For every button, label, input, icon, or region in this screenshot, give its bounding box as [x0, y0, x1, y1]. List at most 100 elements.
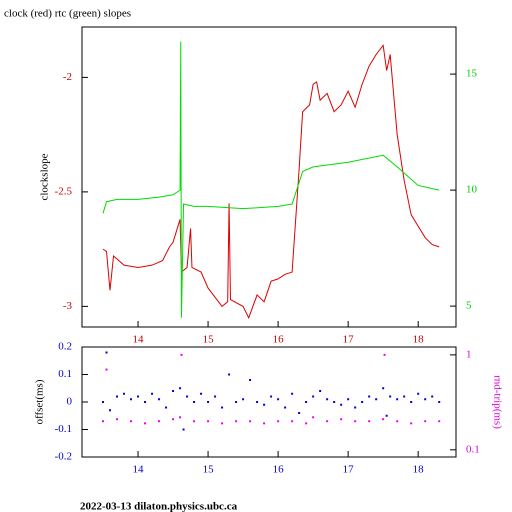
- y-tick-label: 0.2: [58, 341, 72, 353]
- scatter-point: [361, 401, 364, 403]
- scatter-point: [340, 418, 343, 421]
- y-tick-label: -2: [63, 71, 72, 83]
- scatter-point: [193, 401, 196, 403]
- scatter-point: [354, 420, 357, 423]
- scatter-point: [385, 414, 388, 417]
- scatter-point: [382, 387, 385, 390]
- x-tick-label: 16: [273, 334, 285, 346]
- scatter-point: [263, 403, 266, 406]
- scatter-point: [291, 392, 294, 395]
- scatter-point: [403, 395, 406, 398]
- x-tick-label: 15: [203, 464, 215, 476]
- scatter-point: [235, 420, 238, 423]
- scatter-point: [249, 379, 252, 381]
- y2-tick-label: 1: [466, 348, 472, 360]
- scatter-point: [116, 395, 119, 398]
- scatter-point: [396, 398, 399, 401]
- scatter-point: [235, 401, 238, 403]
- x-tick-label: 18: [413, 334, 425, 346]
- scatter-point: [116, 418, 119, 421]
- scatter-point: [431, 395, 434, 398]
- scatter-point: [186, 395, 189, 398]
- scatter-point: [228, 373, 231, 376]
- scatter-point: [207, 420, 210, 423]
- y-axis-label: offset(ms): [34, 379, 46, 424]
- scatter-point: [102, 420, 105, 423]
- y-tick-label: -0.1: [55, 423, 72, 435]
- line-series: [102, 44, 440, 320]
- scatter-point: [179, 416, 182, 419]
- scatter-point: [368, 395, 371, 398]
- x-tick-label: 15: [203, 334, 215, 346]
- scatter-point: [347, 398, 350, 401]
- x-tick-label: 18: [413, 464, 425, 476]
- y2-axis-label: rnd-trip(ms): [491, 375, 503, 429]
- scatter-point: [340, 403, 343, 406]
- scatter-point: [326, 398, 329, 401]
- scatter-point: [144, 401, 147, 403]
- scatter-point: [354, 406, 357, 409]
- plot-frame: [81, 26, 457, 328]
- x-tick-label: 17: [343, 334, 355, 346]
- y2-tick-label: 15: [466, 68, 478, 80]
- scatter-point: [291, 420, 294, 423]
- y-tick-label: -3: [63, 300, 73, 312]
- scatter-point: [179, 387, 182, 390]
- plot-frame: [81, 346, 457, 458]
- y2-tick-label: 5: [466, 300, 472, 312]
- x-tick-label: 16: [273, 464, 285, 476]
- scatter-point: [277, 420, 280, 423]
- x-tick-label: 14: [133, 464, 145, 476]
- chart-title: clock (red) rtc (green) slopes: [4, 8, 131, 20]
- scatter-point: [438, 420, 441, 423]
- scatter-point: [284, 406, 287, 409]
- scatter-point: [368, 420, 371, 423]
- scatter-point: [130, 398, 133, 401]
- scatter-point: [105, 351, 108, 354]
- scatter-point: [298, 412, 301, 414]
- scatter-point: [389, 395, 392, 398]
- y-tick-label: 0.1: [58, 368, 72, 380]
- scatter-point: [137, 395, 140, 398]
- scatter-point: [305, 401, 308, 403]
- scatter-point: [382, 418, 385, 421]
- scatter-point: [333, 401, 336, 403]
- y2-tick-label: 0.1: [466, 443, 480, 455]
- scatter-point: [242, 398, 245, 401]
- scatter-point: [165, 406, 168, 409]
- scatter-point: [263, 422, 266, 425]
- x-tick-label: 17: [343, 464, 355, 476]
- scatter-point: [326, 420, 329, 423]
- scatter-point: [375, 398, 378, 401]
- scatter-point: [312, 395, 315, 398]
- scatter-point: [207, 401, 210, 403]
- scatter-point: [410, 401, 413, 403]
- scatter-point: [438, 401, 441, 403]
- scatter-point: [200, 392, 203, 395]
- scatter-point: [158, 398, 161, 401]
- scatter-point: [277, 398, 280, 401]
- scatter-point: [424, 420, 427, 423]
- y-tick-label: -0.2: [55, 451, 72, 463]
- scatter-point: [172, 390, 175, 392]
- scatter-point: [123, 392, 126, 395]
- scatter-point: [383, 353, 386, 356]
- scatter-point: [151, 392, 154, 395]
- scatter-point: [193, 420, 196, 423]
- x-tick-label: 14: [133, 334, 145, 346]
- scatter-point: [312, 416, 315, 419]
- scatter-point: [319, 390, 322, 392]
- scatter-point: [109, 409, 112, 412]
- scatter-point: [256, 401, 259, 403]
- scatter-point: [305, 422, 308, 425]
- scatter-point: [249, 420, 252, 423]
- scatter-point: [396, 420, 399, 423]
- scatter-point: [105, 368, 108, 371]
- scatter-point: [221, 422, 224, 425]
- scatter-point: [424, 398, 427, 401]
- scatter-point: [144, 422, 147, 425]
- scatter-point: [172, 418, 175, 421]
- scatter-point: [270, 395, 273, 398]
